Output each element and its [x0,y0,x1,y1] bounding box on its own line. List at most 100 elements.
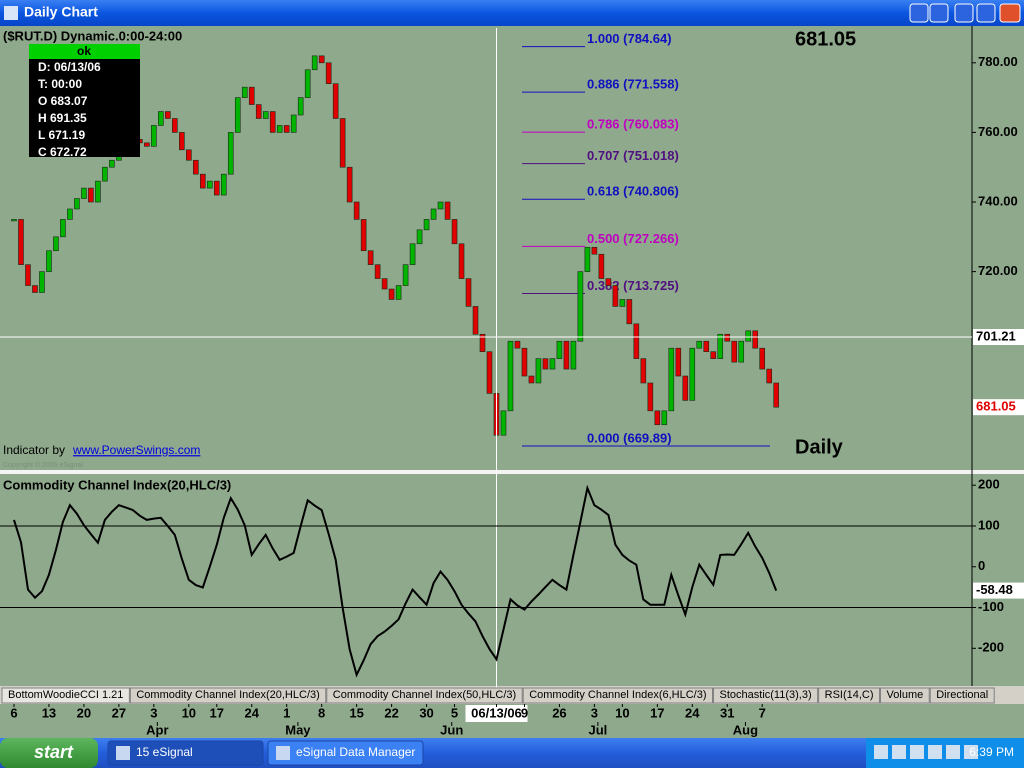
window-title: Daily Chart [24,4,98,20]
candle [584,246,591,272]
candle [423,219,430,231]
tab[interactable]: Stochastic(11(3),3) [713,687,819,704]
taskbar-icon[interactable] [276,746,290,760]
x-tick-label: 15 [349,705,363,720]
cci-line [13,484,778,678]
tab-frame[interactable] [326,687,523,704]
help-button[interactable] [909,3,929,23]
tray-icon[interactable] [928,745,942,759]
candle [640,358,647,384]
tab-label[interactable]: Commodity Channel Index(20,HLC/3) [136,689,319,701]
tab-frame[interactable] [929,687,995,704]
tab-label[interactable]: RSI(14,C) [825,689,874,701]
candle [731,340,738,363]
tab[interactable]: Directional [929,687,995,704]
cursor-line: H 691.35 [38,111,87,125]
tray-icon[interactable] [964,745,978,759]
tab[interactable]: Commodity Channel Index(6,HLC/3) [522,687,714,704]
cursor-box-bg [29,44,140,157]
candle [717,333,724,359]
candle [18,219,24,265]
taskbar-button[interactable] [267,740,424,766]
candle [192,159,199,175]
candle [262,111,269,119]
candle [612,285,619,307]
candle [563,340,570,370]
cursor-line: O 683.07 [38,94,88,108]
x-tick-label: 26 [552,705,566,720]
tab-frame[interactable] [129,687,327,704]
candle [654,410,661,426]
restore-button[interactable] [976,3,996,23]
tab[interactable]: Commodity Channel Index(20,HLC/3) [129,687,327,704]
taskbar-button-label[interactable]: 15 eSignal [136,745,193,759]
fib-label: 0.000 (669.89) [587,430,672,445]
tray-icon[interactable] [874,745,888,759]
tab-frame[interactable] [522,687,714,704]
tray-icon[interactable] [910,745,924,759]
x-tick-label: 8 [318,705,325,720]
tab-frame[interactable] [880,687,930,704]
candle [577,271,584,342]
tab-label[interactable]: BottomWoodieCCI 1.21 [8,689,123,701]
close-button[interactable] [999,3,1021,23]
candle [255,104,262,119]
tab-label[interactable]: Volume [887,689,924,701]
start-button[interactable] [0,738,98,768]
start-label[interactable]: start [34,742,74,762]
candle [165,111,171,119]
candle [304,69,311,98]
tray-icon[interactable] [892,745,906,759]
panel-separator [0,470,1024,474]
credit-link[interactable]: www.PowerSwings.com [72,443,200,457]
candle [213,180,220,196]
tab-frame[interactable] [713,687,819,704]
minimize-button[interactable] [954,3,974,23]
candle [402,264,409,286]
tab-label[interactable]: Directional [936,689,988,701]
last-price: 681.05 [795,28,856,50]
candle [318,55,325,64]
candle [172,118,178,133]
y-tick-label: 780.00 [978,54,1018,69]
tab-label[interactable]: Commodity Channel Index(6,HLC/3) [529,689,706,701]
candle [535,358,542,384]
x-tick-label: 3 [591,705,598,720]
candle [556,340,563,359]
menu-button[interactable] [929,3,949,23]
tab-label[interactable]: Stochastic(11(3),3) [720,689,812,701]
tab[interactable]: BottomWoodieCCI 1.21 [1,687,130,704]
tab[interactable]: Commodity Channel Index(50,HLC/3) [326,687,523,704]
last-price-box [973,399,1024,416]
taskbar-icon[interactable] [116,746,130,760]
x-tick-label: 9 [521,705,528,720]
candle [409,243,416,265]
candle [241,86,248,98]
candle [773,382,780,408]
symbol-header: ($RUT.D) Dynamic.0:00-24:00 [3,28,182,43]
taskbar-button-label[interactable]: eSignal Data Manager [296,745,415,759]
tray-icon[interactable] [946,745,960,759]
tab-label[interactable]: Commodity Channel Index(50,HLC/3) [333,689,516,701]
taskbar-button[interactable] [107,740,264,766]
candle [53,236,59,252]
tab[interactable]: RSI(14,C) [818,687,881,704]
x-tick-label: 3 [150,705,157,720]
candle [738,340,745,363]
candle [549,358,556,370]
tab[interactable]: Volume [880,687,930,704]
candle [248,86,255,105]
period-label: Daily [795,436,844,458]
tab-frame[interactable] [1,687,130,704]
fib-label: 0.707 (751.018) [587,148,679,163]
candle [11,219,17,222]
candle [374,264,381,279]
candle [39,271,45,293]
candle [542,358,549,370]
cursor-line: C 672.72 [38,145,87,159]
cci-title: Commodity Channel Index(20,HLC/3) [3,477,231,492]
tab-frame[interactable] [818,687,881,704]
y-tick-label: 760.00 [978,124,1018,139]
candle [367,250,374,265]
y-tick-label: 200 [978,477,1000,492]
